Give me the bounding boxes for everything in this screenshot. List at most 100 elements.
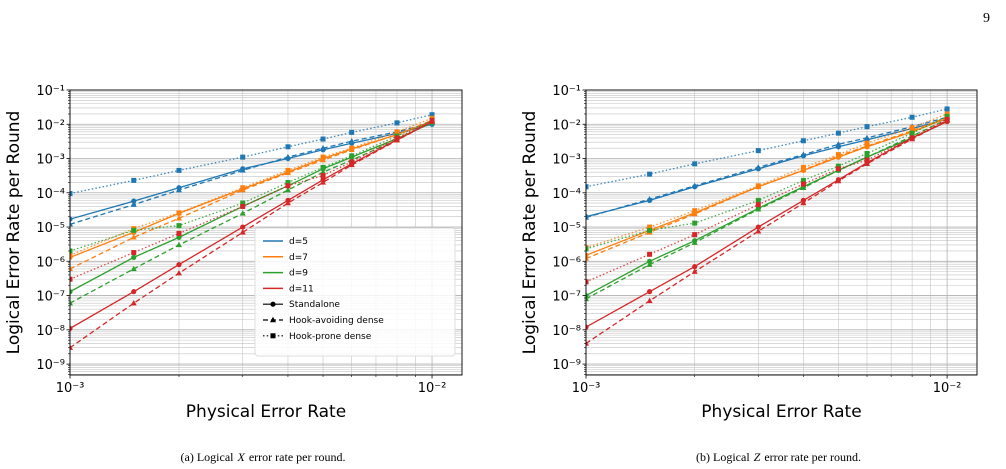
marker xyxy=(320,164,326,170)
marker xyxy=(691,239,698,245)
y-tick-label: 10⁻⁹ xyxy=(36,358,65,373)
series-line xyxy=(586,116,948,219)
y-tick-label: 10⁻¹ xyxy=(36,84,65,99)
x-axis-label: Physical Error Rate xyxy=(186,402,346,422)
legend: d=5 d=7 d=9 d=11 Standalone Hook-avoiding den… xyxy=(254,227,456,357)
marker xyxy=(320,154,326,160)
legend-label: d=9 xyxy=(289,269,308,279)
marker xyxy=(70,344,73,350)
series-line xyxy=(586,118,948,283)
marker xyxy=(864,124,870,130)
y-axis-label: Logical Error Rate per Round xyxy=(520,111,540,355)
marker xyxy=(70,221,73,227)
marker xyxy=(647,227,653,233)
marker xyxy=(131,254,137,260)
marker xyxy=(800,151,807,157)
marker xyxy=(175,186,182,193)
series-line xyxy=(586,115,948,250)
marker xyxy=(349,129,355,135)
marker xyxy=(320,145,327,151)
y-axis-label: Logical Error Rate per Round xyxy=(4,111,24,355)
marker xyxy=(944,116,950,122)
marker xyxy=(270,316,276,323)
marker xyxy=(692,232,698,238)
y-tick-label: 10⁻² xyxy=(552,118,581,133)
marker xyxy=(864,151,870,157)
series-line xyxy=(586,120,948,328)
legend-label: d=5 xyxy=(289,237,308,247)
marker xyxy=(909,125,915,131)
marker xyxy=(646,289,653,295)
legend-label: d=11 xyxy=(289,284,314,294)
caption-prefix: (a) Logical xyxy=(181,450,235,464)
marker xyxy=(284,186,291,193)
marker xyxy=(835,152,841,158)
series-line xyxy=(70,120,433,349)
y-tick-label: 10⁻³ xyxy=(552,153,581,168)
marker xyxy=(646,195,653,202)
marker xyxy=(835,141,842,147)
marker xyxy=(320,172,326,178)
axes-frame xyxy=(585,89,978,376)
marker xyxy=(864,157,870,163)
legend-label: d=7 xyxy=(289,253,308,263)
marker xyxy=(835,163,841,169)
marker xyxy=(835,166,841,172)
marker xyxy=(284,199,291,206)
marker xyxy=(691,182,698,188)
caption-suffix: error rate per round. xyxy=(764,450,861,464)
marker xyxy=(70,252,73,258)
series-line xyxy=(586,120,948,297)
marker xyxy=(320,179,327,185)
series-line xyxy=(586,113,948,249)
marker xyxy=(284,153,291,160)
marker xyxy=(646,258,653,264)
marker xyxy=(285,144,291,150)
y-tick-label: 10⁻⁸ xyxy=(552,324,581,339)
marker xyxy=(909,114,915,120)
y-tick-label: 10⁻⁹ xyxy=(552,358,581,373)
y-tick-label: 10⁻¹ xyxy=(552,84,581,99)
y-tick-label: 10⁻⁴ xyxy=(552,187,581,202)
legend-box xyxy=(254,227,456,357)
y-tick-label: 10⁻⁶ xyxy=(552,255,581,270)
marker xyxy=(429,112,435,118)
marker xyxy=(240,200,246,206)
marker xyxy=(394,135,400,141)
marker xyxy=(835,130,841,136)
marker xyxy=(647,251,653,257)
x-tick-label: 10⁻³ xyxy=(56,381,85,396)
caption-prefix: (b) Logical xyxy=(696,450,750,464)
marker xyxy=(176,223,182,229)
marker xyxy=(755,164,762,170)
x-tick-label: 10⁻² xyxy=(418,381,447,396)
marker xyxy=(70,191,73,197)
marker xyxy=(131,250,137,256)
caption-symbol: X xyxy=(237,450,246,464)
x-tick-label: 10⁻² xyxy=(933,381,962,396)
marker xyxy=(349,145,355,151)
marker xyxy=(176,167,182,173)
marker xyxy=(239,229,246,235)
y-tick-label: 10⁻⁵ xyxy=(36,221,65,236)
marker xyxy=(348,161,355,168)
marker xyxy=(586,184,589,190)
marker xyxy=(70,265,73,272)
marker xyxy=(691,268,698,274)
marker xyxy=(240,203,246,209)
marker xyxy=(586,255,589,261)
legend-label: Hook-avoiding dense xyxy=(289,316,384,326)
marker xyxy=(800,164,806,170)
marker xyxy=(586,295,589,302)
axes-frame xyxy=(69,89,463,376)
marker xyxy=(692,264,698,270)
marker xyxy=(586,324,589,330)
marker xyxy=(70,216,73,222)
x-axis-label: Physical Error Rate xyxy=(701,402,861,422)
caption-suffix: error rate per round. xyxy=(249,450,346,464)
series-line xyxy=(70,120,433,304)
legend-label: Hook-prone dense xyxy=(289,332,372,342)
marker xyxy=(130,265,137,272)
